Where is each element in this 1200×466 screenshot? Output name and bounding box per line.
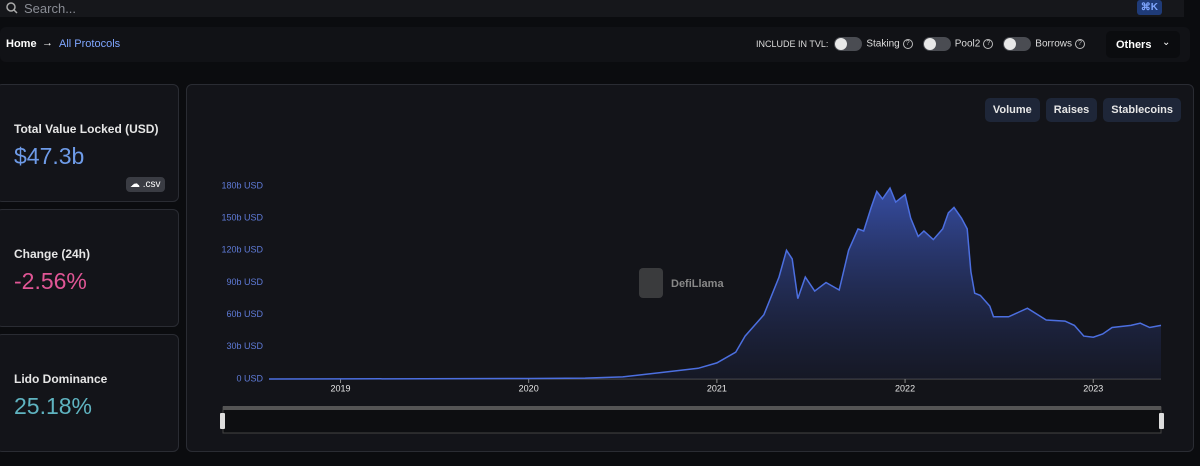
y-tick-label: 30b USD	[226, 341, 263, 351]
stat-value: $47.3b	[14, 143, 85, 169]
stat-value: 25.18%	[14, 393, 93, 419]
chart-buttons: Volume Raises Stablecoins	[979, 98, 1181, 122]
stat-value: -2.56%	[14, 268, 87, 294]
navigator-handle[interactable]	[220, 413, 225, 429]
help-icon: ?	[983, 39, 994, 49]
chart: DefiLlama 0 USD 30b USD 60b USD 90b USD 120b…	[220, 180, 1164, 434]
y-tick-label: 60b USD	[226, 309, 263, 319]
shortcut: ⌘K	[1136, 0, 1162, 15]
chart-button[interactable]: Stablecoins	[1103, 98, 1181, 122]
tvl-label: INCLUDE IN TVL:	[756, 38, 829, 49]
watermark-logo	[639, 268, 663, 298]
tvl-line	[268, 186, 1162, 380]
y-tick-label: 180b USD	[221, 180, 263, 190]
x-tick-label: 2019	[330, 383, 350, 393]
breadcrumb-arrow: →	[42, 37, 53, 49]
y-tick-label: 0 USD	[236, 373, 263, 383]
toggle[interactable]	[922, 37, 951, 51]
search-placeholder: Search...	[24, 1, 77, 16]
chevron: ⌄	[1162, 37, 1171, 48]
navigator-scrollbar[interactable]	[223, 406, 1161, 410]
toggle-label: Pool2	[954, 38, 981, 50]
stat-label: Change (24h)	[14, 247, 91, 261]
x-tick-label: 2021	[707, 383, 727, 393]
watermark: DefiLlama	[671, 278, 724, 290]
help-icon: ?	[902, 39, 913, 49]
chart-panel: Volume Raises Stablecoins DefiLlama 0 USD 3…	[186, 84, 1194, 452]
stat-card: Total Value Locked (USD) $47.3b ☁ .csv	[0, 84, 179, 202]
toggle[interactable]	[834, 37, 863, 51]
csv-label: .csv	[142, 179, 161, 190]
help-icon: ?	[1074, 39, 1085, 49]
breadcrumb-home[interactable]: Home	[6, 38, 37, 50]
x-tick-label: 2023	[1083, 383, 1103, 393]
search-icon	[6, 2, 18, 14]
chart-button[interactable]: Raises	[1045, 98, 1098, 122]
chart-button[interactable]: Volume	[984, 98, 1040, 122]
csv-button[interactable]: ☁ .csv	[126, 177, 165, 192]
area-fill	[269, 188, 1161, 379]
tvl-settings: INCLUDE IN TVL: Staking? Pool2? Borrows?	[756, 37, 1095, 51]
csv-icon: ☁	[130, 179, 143, 190]
x-tick-label: 2020	[519, 383, 539, 393]
y-tick-label: 150b USD	[221, 213, 263, 223]
others-label: Others	[1116, 39, 1152, 51]
toggle[interactable]	[1003, 37, 1032, 51]
stat-card: Change (24h) -2.56%	[0, 209, 179, 327]
breadcrumb-current[interactable]: All Protocols	[59, 38, 121, 50]
navigator-handle[interactable]	[1159, 413, 1164, 429]
header-bar: Home → All Protocols INCLUDE IN TVL: Stak…	[0, 27, 1190, 62]
others-dropdown[interactable]: Others ⌄	[1106, 31, 1180, 58]
stat-label: Total Value Locked (USD)	[14, 122, 159, 136]
navigator[interactable]	[222, 406, 1162, 434]
y-tick-label: 90b USD	[226, 277, 263, 287]
toggle-label: Staking	[866, 38, 900, 50]
x-tick-label: 2022	[895, 383, 915, 393]
stat-label: Lido Dominance	[14, 372, 108, 386]
toggle-label: Borrows	[1035, 38, 1072, 50]
search-bar[interactable]: Search... ⌘K	[0, 0, 1184, 17]
stat-card: Lido Dominance 25.18%	[0, 334, 179, 452]
y-tick-label: 120b USD	[221, 245, 263, 255]
